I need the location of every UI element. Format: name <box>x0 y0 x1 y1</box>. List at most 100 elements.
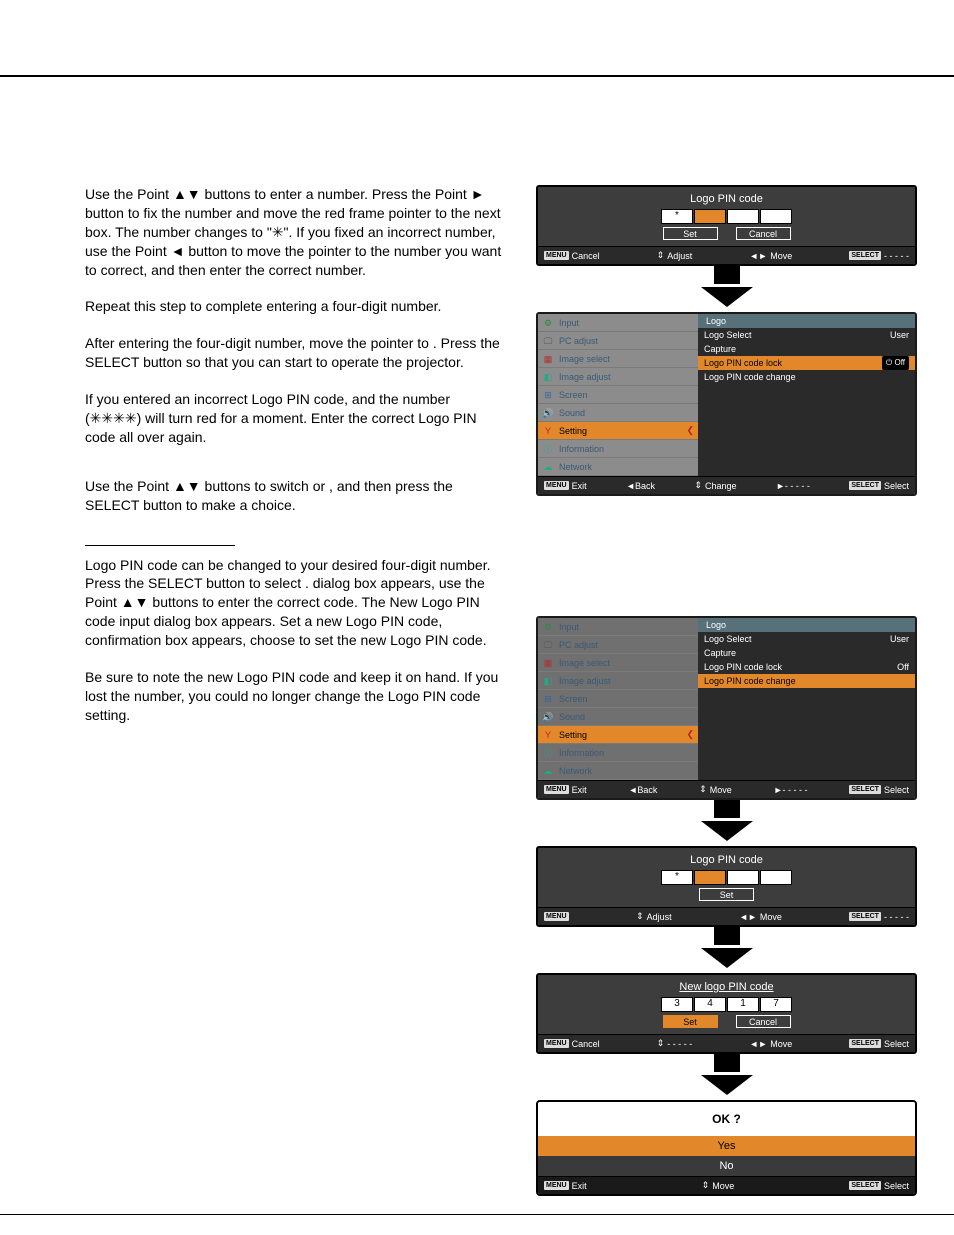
updown-icon: ⇕ <box>699 784 707 795</box>
sb-cancel: Cancel <box>572 251 600 261</box>
select-key: SELECT <box>849 785 881 794</box>
pin-cell-1[interactable]: 4 <box>694 997 726 1012</box>
menu-key: MENU <box>544 912 569 921</box>
select-key: SELECT <box>849 251 881 260</box>
updown-icon: ⇕ <box>636 911 644 922</box>
statusbar: MENU ⇕Adjust ◄►Move SELECT- - - - - <box>538 907 915 925</box>
arrow-stem <box>714 927 740 945</box>
sidebar-item-screen[interactable]: ⊞Screen <box>538 386 698 404</box>
arrow-stem <box>714 800 740 818</box>
sidebar-item-label: Information <box>559 748 604 758</box>
menu-row-value: Off <box>897 660 909 674</box>
sb-move: Move <box>760 912 782 922</box>
pin-buttons: Set <box>538 888 915 901</box>
cancel-button[interactable]: Cancel <box>736 1015 791 1028</box>
sb-move: Move <box>712 1181 734 1191</box>
sb-adjust: Adjust <box>647 912 672 922</box>
sound-icon: 🔊 <box>542 711 554 723</box>
sidebar-item-label: Information <box>559 444 604 454</box>
sb-move: Move <box>710 785 732 795</box>
sidebar-item-setting[interactable]: YSetting❮ <box>538 726 698 744</box>
sidebar-item-information[interactable]: ⓘ Information <box>538 744 698 762</box>
set-button[interactable]: Set <box>663 1015 718 1028</box>
menu-row-logo-pin-code-lock[interactable]: Logo PIN code lock⏻ Off <box>698 356 915 370</box>
pin-cell-3[interactable]: 7 <box>760 997 792 1012</box>
menu-row-value: User <box>890 328 909 342</box>
ok-title: OK ? <box>538 1102 915 1136</box>
sb-dash: - - - - - <box>884 251 909 261</box>
sidebar-item-setting[interactable]: YSetting❮ <box>538 422 698 440</box>
setting-icon: Y <box>542 729 554 741</box>
menu-row-logo-select[interactable]: Logo SelectUser <box>698 328 915 342</box>
new-logo-pin-dialog: New logo PIN code 3 4 1 7 Set Cancel MEN… <box>536 973 917 1054</box>
sidebar-item-information[interactable]: ⓘInformation <box>538 440 698 458</box>
set-button[interactable]: Set <box>699 888 754 901</box>
input-icon: ⚙ <box>542 621 554 633</box>
information-icon: ⓘ <box>542 747 554 759</box>
section-underline <box>85 545 235 546</box>
sidebar-item-image-select[interactable]: ▦Image select <box>538 350 698 368</box>
leftright-icon: ◄► <box>749 1039 767 1049</box>
arrow-stem <box>714 266 740 284</box>
menu-row-logo-pin-code-change[interactable]: Logo PIN code change <box>698 674 915 688</box>
pin-cell-0[interactable]: * <box>661 209 693 224</box>
paragraph-3: After entering the four-digit number, mo… <box>85 334 505 372</box>
sidebar-item-label: Network <box>559 766 592 776</box>
menu-row-value: User <box>890 632 909 646</box>
sidebar-item-network[interactable]: ☁Network <box>538 762 698 780</box>
menu-header: Logo <box>698 618 915 632</box>
menu-row-capture[interactable]: Capture <box>698 342 915 356</box>
sb-back: ◄Back <box>628 785 657 795</box>
menu-key: MENU <box>544 1039 569 1048</box>
sidebar-item-sound[interactable]: 🔊Sound <box>538 404 698 422</box>
screenshot-column: Logo PIN code * Set Cancel MENUCancel ⇕A… <box>536 185 917 1196</box>
menu-row-logo-pin-code-change[interactable]: Logo PIN code change <box>698 370 915 384</box>
menu-content: Logo Logo SelectUserCaptureLogo PIN code… <box>698 618 915 780</box>
menu-key: MENU <box>544 1181 569 1190</box>
select-key: SELECT <box>849 912 881 921</box>
sb-exit: Exit <box>572 1181 587 1191</box>
sidebar-item-image-adjust[interactable]: ◧Image adjust <box>538 368 698 386</box>
cancel-button[interactable]: Cancel <box>736 227 791 240</box>
pin-cell-1[interactable] <box>694 209 726 224</box>
select-key: SELECT <box>849 1039 881 1048</box>
menu-row-logo-select[interactable]: Logo SelectUser <box>698 632 915 646</box>
sidebar-item-sound[interactable]: 🔊Sound <box>538 708 698 726</box>
sidebar-item-label: Input <box>559 622 579 632</box>
sidebar-item-image-adjust[interactable]: ◧Image adjust <box>538 672 698 690</box>
menu-row-capture[interactable]: Capture <box>698 646 915 660</box>
menu-row-label: Logo PIN code lock <box>704 660 897 674</box>
sidebar-item-image-select[interactable]: ▦Image select <box>538 654 698 672</box>
menu-key: MENU <box>544 251 569 260</box>
menu-row-logo-pin-code-lock[interactable]: Logo PIN code lockOff <box>698 660 915 674</box>
sb-move: Move <box>770 251 792 261</box>
menu-row-label: Logo Select <box>704 328 890 342</box>
pin-cell-3[interactable] <box>760 209 792 224</box>
sidebar-item-input[interactable]: ⚙ Input <box>538 618 698 636</box>
instruction-text: Use the Point ▲▼ buttons to enter a numb… <box>85 185 505 743</box>
yes-option[interactable]: Yes <box>538 1136 915 1156</box>
pin-cell-2[interactable] <box>727 870 759 885</box>
pin-cell-0[interactable]: 3 <box>661 997 693 1012</box>
menu-row-label: Capture <box>704 646 909 660</box>
pin-cell-0[interactable]: * <box>661 870 693 885</box>
no-option[interactable]: No <box>538 1156 915 1176</box>
menu-row-label: Logo PIN code change <box>704 370 909 384</box>
menu-row-value: ⏻ Off <box>882 356 909 370</box>
sidebar-item-label: Image adjust <box>559 676 611 686</box>
pin-cell-1[interactable] <box>694 870 726 885</box>
sidebar-item-pc-adjust[interactable]: 🖵PC adjust <box>538 332 698 350</box>
pin-title: New logo PIN code <box>538 981 915 993</box>
menu-content: Logo Logo SelectUserCaptureLogo PIN code… <box>698 314 915 476</box>
set-button[interactable]: Set <box>663 227 718 240</box>
sidebar-item-screen[interactable]: ⊞Screen <box>538 690 698 708</box>
sidebar-item-pc-adjust[interactable]: 🖵PC adjust <box>538 636 698 654</box>
sidebar-item-network[interactable]: ☁Network <box>538 458 698 476</box>
sb-back: ◄Back <box>626 481 655 491</box>
sidebar-item-label: Network <box>559 462 592 472</box>
pin-cell-2[interactable] <box>727 209 759 224</box>
top-divider <box>0 75 954 77</box>
pin-cell-2[interactable]: 1 <box>727 997 759 1012</box>
sidebar-item-input[interactable]: ⚙Input <box>538 314 698 332</box>
pin-cell-3[interactable] <box>760 870 792 885</box>
